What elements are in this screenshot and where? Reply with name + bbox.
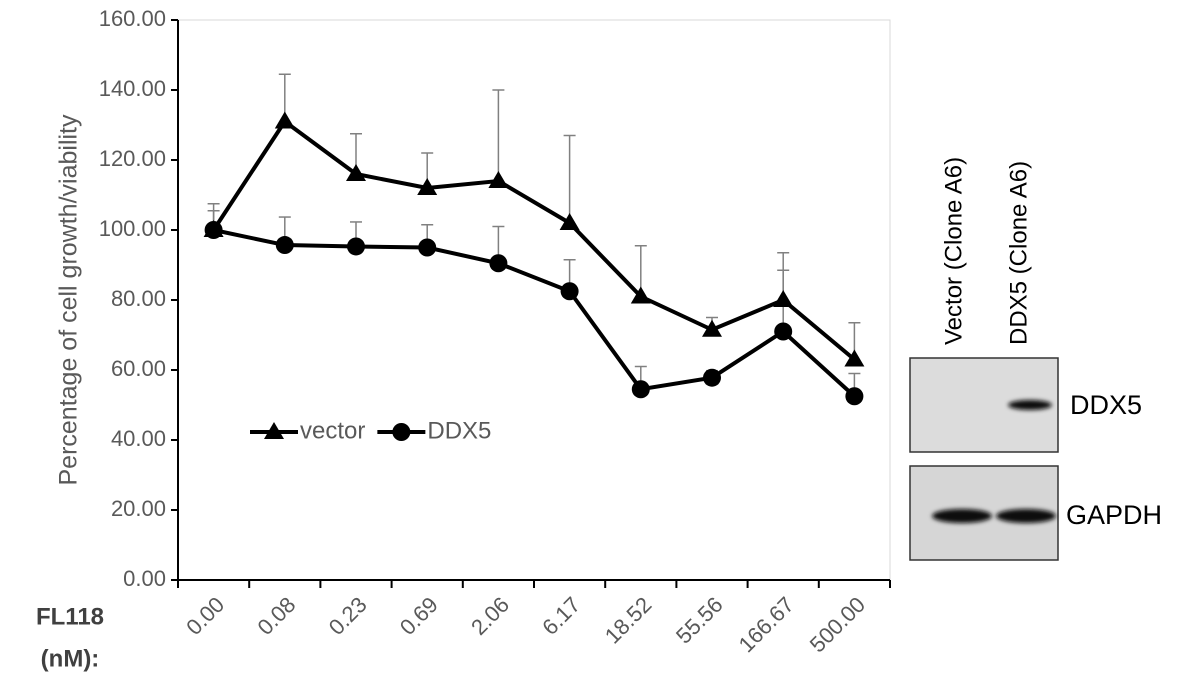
y-tick-label: 20.00	[111, 496, 166, 521]
y-tick-label: 60.00	[111, 356, 166, 381]
x-axis-label: FL118	[36, 603, 104, 630]
y-tick-label: 160.00	[99, 6, 166, 31]
legend-label: vector	[300, 417, 365, 444]
data-point	[845, 387, 863, 405]
x-axis-label: (nM):	[41, 645, 100, 672]
data-point	[275, 112, 295, 129]
x-tick-label: 0.69	[395, 592, 443, 640]
y-tick-label: 80.00	[111, 286, 166, 311]
blot-band	[996, 509, 1056, 523]
data-point	[561, 282, 579, 300]
blot-band	[932, 509, 992, 523]
x-tick-label: 166.67	[734, 592, 799, 657]
data-point	[418, 239, 436, 257]
data-point	[773, 290, 793, 307]
y-tick-label: 140.00	[99, 76, 166, 101]
data-point	[703, 369, 721, 387]
blot-band	[1008, 400, 1052, 410]
data-point	[560, 213, 580, 230]
legend-marker	[392, 423, 410, 441]
x-tick-label: 0.00	[181, 592, 229, 640]
y-tick-label: 100.00	[99, 216, 166, 241]
series-line	[214, 122, 855, 360]
figure: Percentage of cell growth/viability FL11…	[0, 0, 1189, 680]
y-axis-label: Percentage of cell growth/viability	[55, 114, 83, 486]
data-point	[489, 254, 507, 272]
band-label: GAPDH	[1066, 500, 1162, 530]
lane-label: DDX5 (Clone A6)	[1005, 161, 1032, 345]
lane-label: Vector (Clone A6)	[940, 157, 967, 345]
data-point	[276, 236, 294, 254]
y-tick-label: 40.00	[111, 426, 166, 451]
x-tick-label: 0.08	[252, 592, 300, 640]
x-tick-label: 0.23	[324, 592, 372, 640]
data-point	[488, 171, 508, 188]
x-tick-label: 55.56	[671, 592, 728, 649]
legend-label: DDX5	[427, 417, 491, 444]
band-label: DDX5	[1070, 390, 1142, 420]
x-tick-label: 2.06	[466, 592, 514, 640]
x-tick-label: 500.00	[805, 592, 870, 657]
x-tick-label: 18.52	[600, 592, 657, 649]
y-tick-label: 120.00	[99, 146, 166, 171]
series-line	[214, 230, 855, 396]
data-point	[205, 221, 223, 239]
y-tick-label: 0.00	[123, 566, 166, 591]
data-point	[347, 237, 365, 255]
x-tick-label: 6.17	[537, 592, 585, 640]
data-point	[774, 323, 792, 341]
data-point	[632, 380, 650, 398]
